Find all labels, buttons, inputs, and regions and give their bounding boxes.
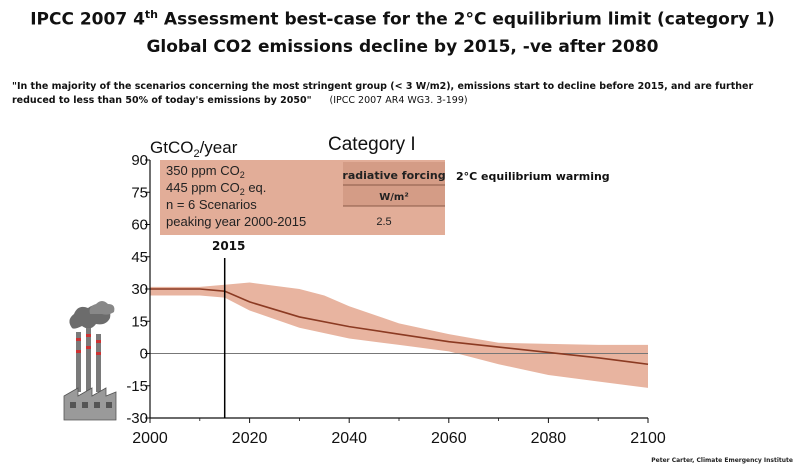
ipcc-quote: "In the majority of the scenarios concer… [12,80,792,108]
info-peaking: peaking year 2000-2015 [166,214,306,229]
title-line-2: Global CO2 emissions decline by 2015, -v… [146,37,659,57]
y-tick-label: 0 [140,346,148,363]
credit-text: Peter Carter, Climate Emergency Institut… [651,457,793,464]
y-tick-label: 15 [131,313,148,330]
info-warming: 2°C equilibrium warming [456,170,610,183]
x-tick-label: 2060 [431,430,467,447]
plot-layer: 90 75 60 45 30 15 0 -15 -30 2000 2020 2040 2060 2080 2… [126,152,666,447]
y-tick-label: 60 [131,217,148,234]
x-tick-label: 2020 [232,430,268,447]
info-box: 350 ppm CO2 445 ppm CO2 eq. n = 6 Scenar… [160,160,610,235]
annotation-label: 2015 [212,239,245,253]
median-line [150,288,649,366]
x-tick-label: 2000 [132,430,168,447]
y-tick-label: -30 [126,410,148,427]
y-tick-label: 45 [131,249,148,266]
y-axis-label: GtCO2/year [150,138,238,160]
info-box-header-cell [343,162,445,206]
factory-smokestack-icon [63,301,117,421]
quote-citation: (IPCC 2007 AR4 WG3. 3-199) [329,95,468,106]
chart-title: Category I [328,134,416,155]
info-co2-ppm: 350 ppm CO2 [166,163,245,180]
x-tick-label: 2080 [531,430,567,447]
info-rf-unit: W/m² [379,192,408,203]
x-tick-label: 2100 [630,430,666,447]
title-line-1: IPCC 2007 4th Assessment best-case for t… [30,8,775,30]
y-tick-label: 30 [131,281,148,298]
y-tick-label: 75 [131,184,148,201]
info-rf-header: radiative forcing [342,169,445,182]
info-scenarios: n = 6 Scenarios [166,197,257,212]
y-tick-label: 90 [131,152,148,169]
x-tick-label: 2040 [331,430,367,447]
quote-text: "In the majority of the scenarios concer… [12,81,754,106]
info-rf-value: 2.5 [376,216,391,228]
info-co2eq-ppm: 445 ppm CO2 eq. [166,180,266,197]
y-tick-label: -15 [126,378,148,395]
